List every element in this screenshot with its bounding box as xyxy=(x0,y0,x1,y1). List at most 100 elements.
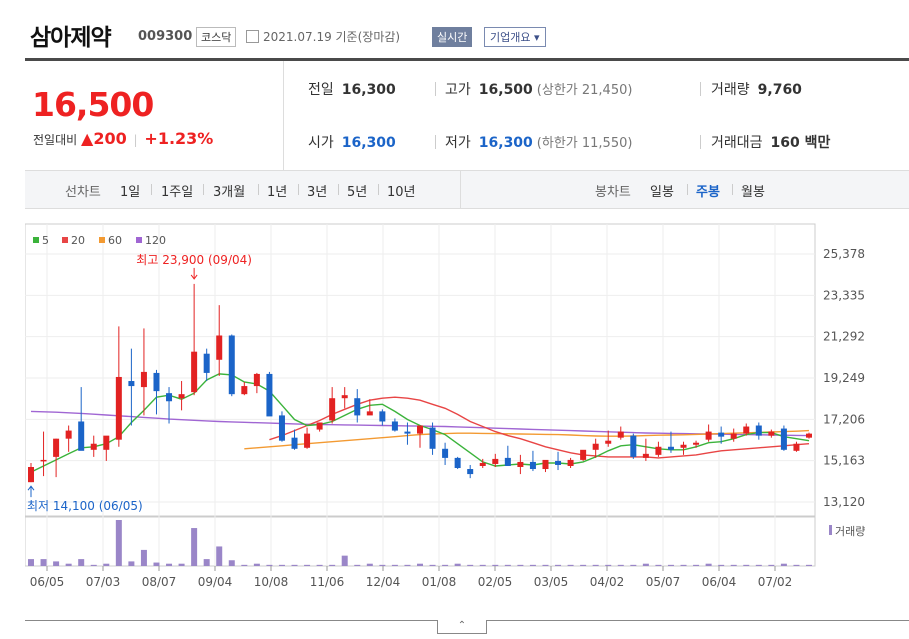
candle-body xyxy=(492,458,499,464)
candle-body xyxy=(693,442,700,445)
x-tick-label: 08/07 xyxy=(142,575,177,589)
line-chart-label: 선차트 xyxy=(65,185,101,200)
header-divider xyxy=(25,58,909,61)
candle-body xyxy=(555,460,562,465)
candle-body xyxy=(404,431,411,434)
volume-bar xyxy=(78,559,85,566)
stat-high: 고가 16,500 (상한가 21,450) xyxy=(445,79,632,99)
candle-body xyxy=(78,421,85,451)
stock-name: 삼아제약 xyxy=(30,25,112,51)
volume-bar xyxy=(103,563,110,566)
candle-body xyxy=(291,437,298,449)
candle-body xyxy=(718,432,725,437)
candle-body xyxy=(617,431,624,438)
volume-bar xyxy=(529,564,536,566)
volume-bar xyxy=(467,564,474,566)
volume-bar xyxy=(228,560,235,566)
candle-body xyxy=(266,373,273,417)
candle-body xyxy=(806,433,812,438)
candle-body xyxy=(391,421,398,431)
candle-body xyxy=(90,443,97,450)
x-tick-label: 10/08 xyxy=(254,575,289,589)
stat-amount-value: 160 백만 xyxy=(770,135,831,151)
candles xyxy=(28,283,812,483)
change-percent: +1.23% xyxy=(144,129,214,148)
low-arrowhead xyxy=(27,485,35,491)
volume-bar xyxy=(718,564,725,566)
tab-1d[interactable]: 1일 xyxy=(120,185,141,200)
collapse-button[interactable]: ⌃ xyxy=(437,620,487,634)
candle-body xyxy=(567,459,574,466)
stat-high-value: 16,500 xyxy=(478,82,533,98)
candle-body xyxy=(140,371,147,388)
price-divider xyxy=(283,61,284,171)
candle-body xyxy=(504,457,511,466)
x-tick-label: 07/03 xyxy=(86,575,121,589)
candle-body xyxy=(228,335,235,395)
volume-bar xyxy=(417,563,423,566)
candle-body xyxy=(253,373,260,387)
candle-body xyxy=(768,431,775,436)
ma60-line xyxy=(244,429,810,450)
candle-body xyxy=(630,435,637,457)
tab-5y[interactable]: 5년 xyxy=(347,185,368,200)
volume-bar xyxy=(479,564,486,566)
volume-bar xyxy=(153,562,160,566)
volume-bar xyxy=(65,563,72,566)
volume-bar xyxy=(253,563,260,566)
calendar-icon xyxy=(246,30,259,43)
x-tick-label: 03/05 xyxy=(534,575,569,589)
tab-monthly[interactable]: 월봉 xyxy=(741,185,765,200)
y-tick-label: 19,249 xyxy=(823,371,865,385)
stat-low-value: 16,300 xyxy=(478,135,533,151)
stat-prev: 전일 16,300 xyxy=(308,79,396,99)
tab-weekly[interactable]: 주봉 xyxy=(696,185,720,200)
volume-bar xyxy=(517,564,524,566)
x-tick-label: 09/04 xyxy=(198,575,233,589)
volume-bar xyxy=(128,561,135,566)
ma5-line xyxy=(30,373,810,473)
volume-bar xyxy=(291,564,298,566)
legend-swatch xyxy=(62,237,68,243)
volume-bar xyxy=(366,563,373,566)
candle-body xyxy=(605,440,612,444)
stat-open-label: 시가 xyxy=(308,135,334,151)
x-tick-label: 01/08 xyxy=(422,575,457,589)
volume-bar xyxy=(780,563,787,566)
tab-daily[interactable]: 일봉 xyxy=(650,185,674,200)
x-tick-label: 04/02 xyxy=(590,575,625,589)
volume-bar xyxy=(806,564,812,566)
volume-legend-swatch xyxy=(829,525,832,535)
candle-body xyxy=(191,351,198,393)
candle-chart-label: 봉차트 xyxy=(595,185,631,200)
legend-label: 20 xyxy=(71,234,85,247)
volume-bar xyxy=(304,564,311,566)
tab-3y[interactable]: 3년 xyxy=(307,185,328,200)
candle-body xyxy=(667,446,674,450)
volume-bar xyxy=(730,564,737,566)
candle-body xyxy=(216,335,223,360)
tab-1w[interactable]: 1주일 xyxy=(161,185,194,200)
volume-bar xyxy=(693,564,700,566)
tab-1y[interactable]: 1년 xyxy=(267,185,288,200)
legend-swatch xyxy=(99,237,105,243)
legend-swatch xyxy=(33,237,39,243)
company-info-dropdown[interactable]: 기업개요 ▾ xyxy=(484,27,546,47)
volume-bar xyxy=(655,564,662,566)
volume-bar xyxy=(166,563,173,566)
candle-body xyxy=(755,425,762,436)
legend-label: 5 xyxy=(42,234,49,247)
tab-10y[interactable]: 10년 xyxy=(387,185,416,200)
volume-bar xyxy=(705,563,712,566)
candle-body xyxy=(730,433,737,439)
candle-body xyxy=(341,395,348,399)
legend-swatch xyxy=(136,237,142,243)
candle-body xyxy=(153,372,160,392)
stat-low-label: 저가 xyxy=(445,135,471,151)
candle-body xyxy=(115,376,122,440)
tab-3m[interactable]: 3개월 xyxy=(213,185,246,200)
volume-bar xyxy=(140,549,147,566)
volume-bar xyxy=(191,528,198,566)
realtime-button[interactable]: 실시간 xyxy=(432,27,473,47)
candle-body xyxy=(329,398,336,421)
